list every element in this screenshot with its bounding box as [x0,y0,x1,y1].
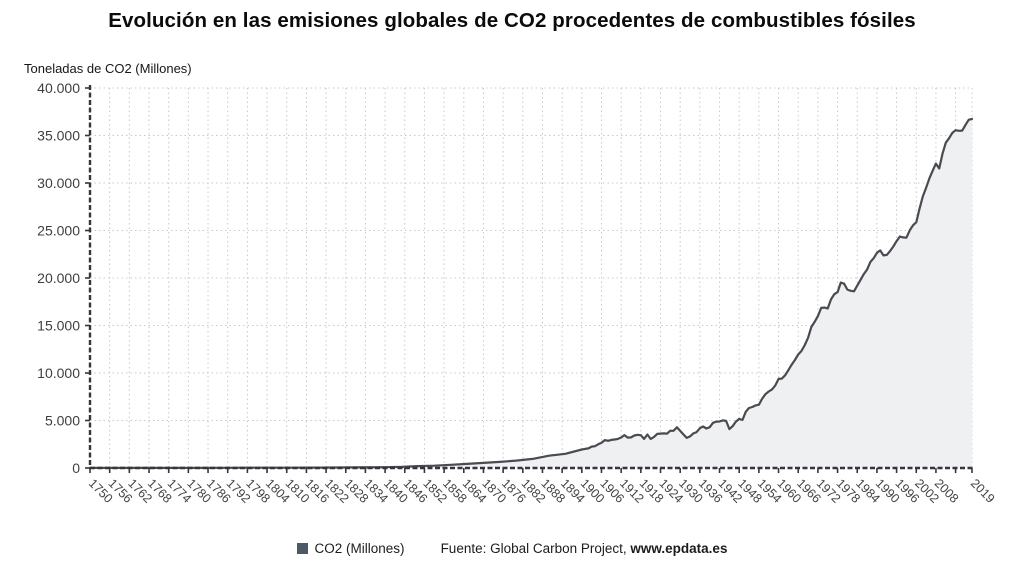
y-tick-label: 40.000 [37,80,80,96]
co2-emissions-area-chart: 0 5.000 10.000 15.000 20.000 25.000 30.000 35.0… [37,80,998,506]
y-tick-label: 25.000 [37,223,80,239]
y-tick-label: 35.000 [37,128,80,144]
axes [85,85,974,473]
legend-swatch [296,543,308,554]
chart-footer: CO2 (Millones) Fuente: Global Carbon Pro… [0,541,1024,556]
area-fill [90,118,972,469]
y-axis-title: Toneladas de CO2 (Millones) [24,61,192,76]
area-series [88,117,974,469]
y-tick-label: 30.000 [37,175,80,191]
y-tick-label: 5.000 [45,413,80,429]
chart-title: Evolución en las emisiones globales de C… [108,9,916,32]
x-tick-label: 2019 [968,476,998,506]
source-prefix: Fuente: Global Carbon Project, [440,541,631,556]
y-tick-label: 15.000 [37,318,80,334]
y-tick-label: 10.000 [37,365,80,381]
source-text: Fuente: Global Carbon Project, www.epdat… [441,541,728,556]
co2-line [88,117,974,469]
y-tick-label: 0 [72,460,80,476]
legend-label: CO2 (Millones) [314,541,405,556]
source-link[interactable]: www.epdata.es [630,541,728,556]
gridlines [90,87,973,468]
y-tick-label: 20.000 [37,270,80,286]
